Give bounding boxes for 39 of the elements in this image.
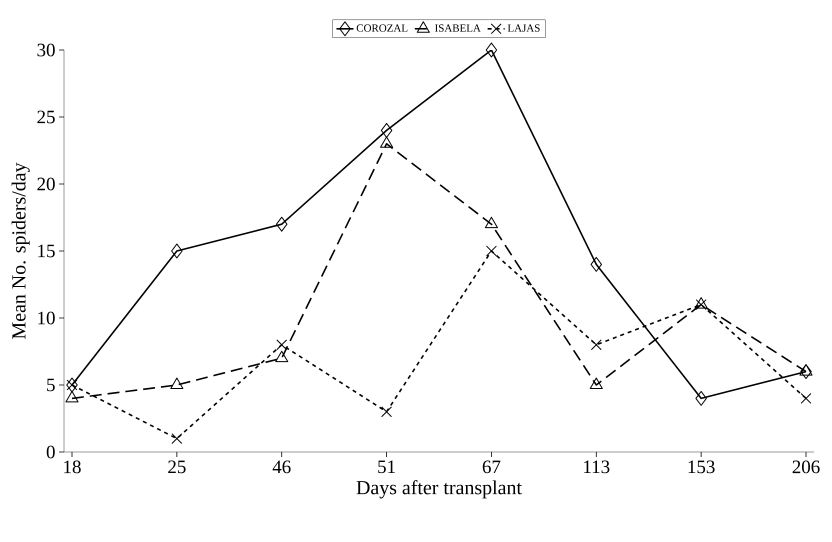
- y-tick-label: 20: [37, 178, 55, 190]
- point: [590, 256, 602, 272]
- point: [381, 406, 392, 418]
- x-axis-title: Days after transplant: [356, 480, 522, 498]
- y-tick-label: 0: [46, 446, 55, 458]
- y-tick-label: 5: [47, 378, 55, 392]
- y-tick-label: 10: [38, 312, 55, 324]
- y-tick-label: 15: [38, 244, 55, 258]
- x-tick-label: 153: [688, 460, 715, 474]
- x-tick-label: 46: [272, 460, 291, 474]
- point: [276, 339, 288, 350]
- legend-label: COROZAL: [356, 24, 408, 32]
- legend-label: ISABELA: [434, 24, 481, 32]
- y-tick-label: 30: [37, 44, 55, 56]
- point: [800, 364, 812, 380]
- x-tick-label: 113: [584, 460, 610, 474]
- x-tick-label: 51: [378, 460, 395, 474]
- point: [800, 392, 812, 404]
- y-axis-title: Mean No. spiders/day: [12, 162, 30, 339]
- point: [484, 216, 498, 228]
- x-tick-label: 206: [792, 460, 820, 474]
- point: [486, 42, 498, 58]
- point: [695, 390, 707, 406]
- x-tick-label: 67: [482, 460, 500, 474]
- point: [590, 339, 602, 350]
- point: [171, 244, 183, 258]
- point: [275, 350, 288, 362]
- point: [170, 378, 184, 389]
- point: [380, 122, 392, 138]
- point: [380, 136, 394, 148]
- point: [276, 216, 288, 232]
- point: [65, 390, 79, 402]
- x-tick-label: 25: [168, 460, 186, 474]
- x-tick-label: 18: [64, 460, 81, 474]
- legend-label: LAJAS: [508, 24, 540, 32]
- point: [171, 433, 182, 444]
- point: [486, 246, 497, 256]
- point: [590, 378, 603, 389]
- y-tick-label: 25: [37, 110, 55, 124]
